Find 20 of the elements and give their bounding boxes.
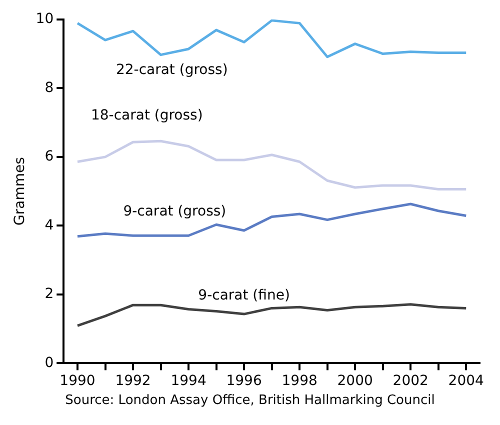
y-axis-title: Grammes	[12, 157, 28, 226]
x-tick-label: 1996	[226, 373, 262, 390]
x-tick-label: 1994	[170, 373, 206, 390]
series-label: 9-carat (fine)	[198, 288, 290, 304]
x-tick-label: 2004	[448, 373, 484, 390]
source-note: Source: London Assay Office, British Hallmarking Council	[64, 393, 436, 408]
y-tick-label: 0	[44, 354, 54, 371]
y-tick-label: 4	[44, 217, 54, 234]
y-tick-label: 10	[36, 11, 54, 28]
y-tick-label: 6	[44, 148, 54, 165]
x-tick-label: 2002	[392, 373, 428, 390]
x-tick-label: 1998	[282, 373, 318, 390]
y-tick-label: 2	[44, 286, 54, 302]
series-label: 22-carat (gross)	[116, 62, 228, 78]
x-tick-label: 1992	[115, 373, 151, 390]
series-label: 9-carat (gross)	[123, 203, 226, 220]
series-label: 18-carat (gross)	[90, 107, 203, 124]
y-tick-label: 8	[44, 80, 54, 96]
x-tick-label: 1990	[60, 373, 96, 390]
x-tick-label: 2000	[337, 373, 373, 390]
